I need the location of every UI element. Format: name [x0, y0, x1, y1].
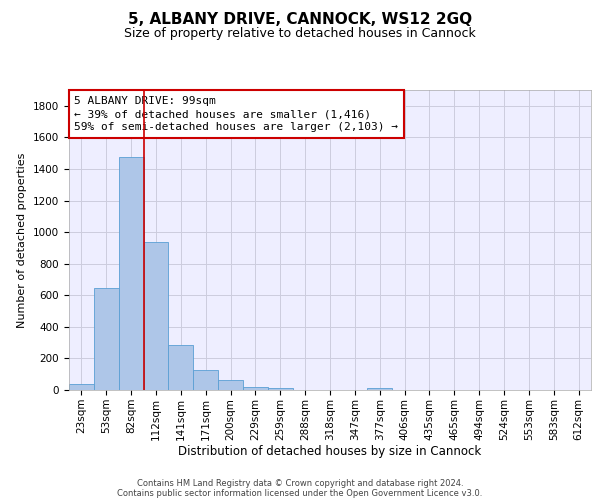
Bar: [268, 388, 293, 390]
Bar: [243, 386, 268, 390]
Bar: [143, 242, 169, 390]
Bar: [119, 158, 143, 390]
Bar: [367, 388, 392, 390]
Bar: [169, 346, 193, 390]
Bar: [193, 370, 218, 390]
Bar: [94, 288, 119, 390]
Bar: [218, 380, 243, 390]
X-axis label: Distribution of detached houses by size in Cannock: Distribution of detached houses by size …: [178, 446, 482, 458]
Bar: [69, 384, 94, 390]
Text: Size of property relative to detached houses in Cannock: Size of property relative to detached ho…: [124, 28, 476, 40]
Text: Contains public sector information licensed under the Open Government Licence v3: Contains public sector information licen…: [118, 488, 482, 498]
Text: 5 ALBANY DRIVE: 99sqm
← 39% of detached houses are smaller (1,416)
59% of semi-d: 5 ALBANY DRIVE: 99sqm ← 39% of detached …: [74, 96, 398, 132]
Y-axis label: Number of detached properties: Number of detached properties: [17, 152, 28, 328]
Text: Contains HM Land Registry data © Crown copyright and database right 2024.: Contains HM Land Registry data © Crown c…: [137, 478, 463, 488]
Text: 5, ALBANY DRIVE, CANNOCK, WS12 2GQ: 5, ALBANY DRIVE, CANNOCK, WS12 2GQ: [128, 12, 472, 28]
